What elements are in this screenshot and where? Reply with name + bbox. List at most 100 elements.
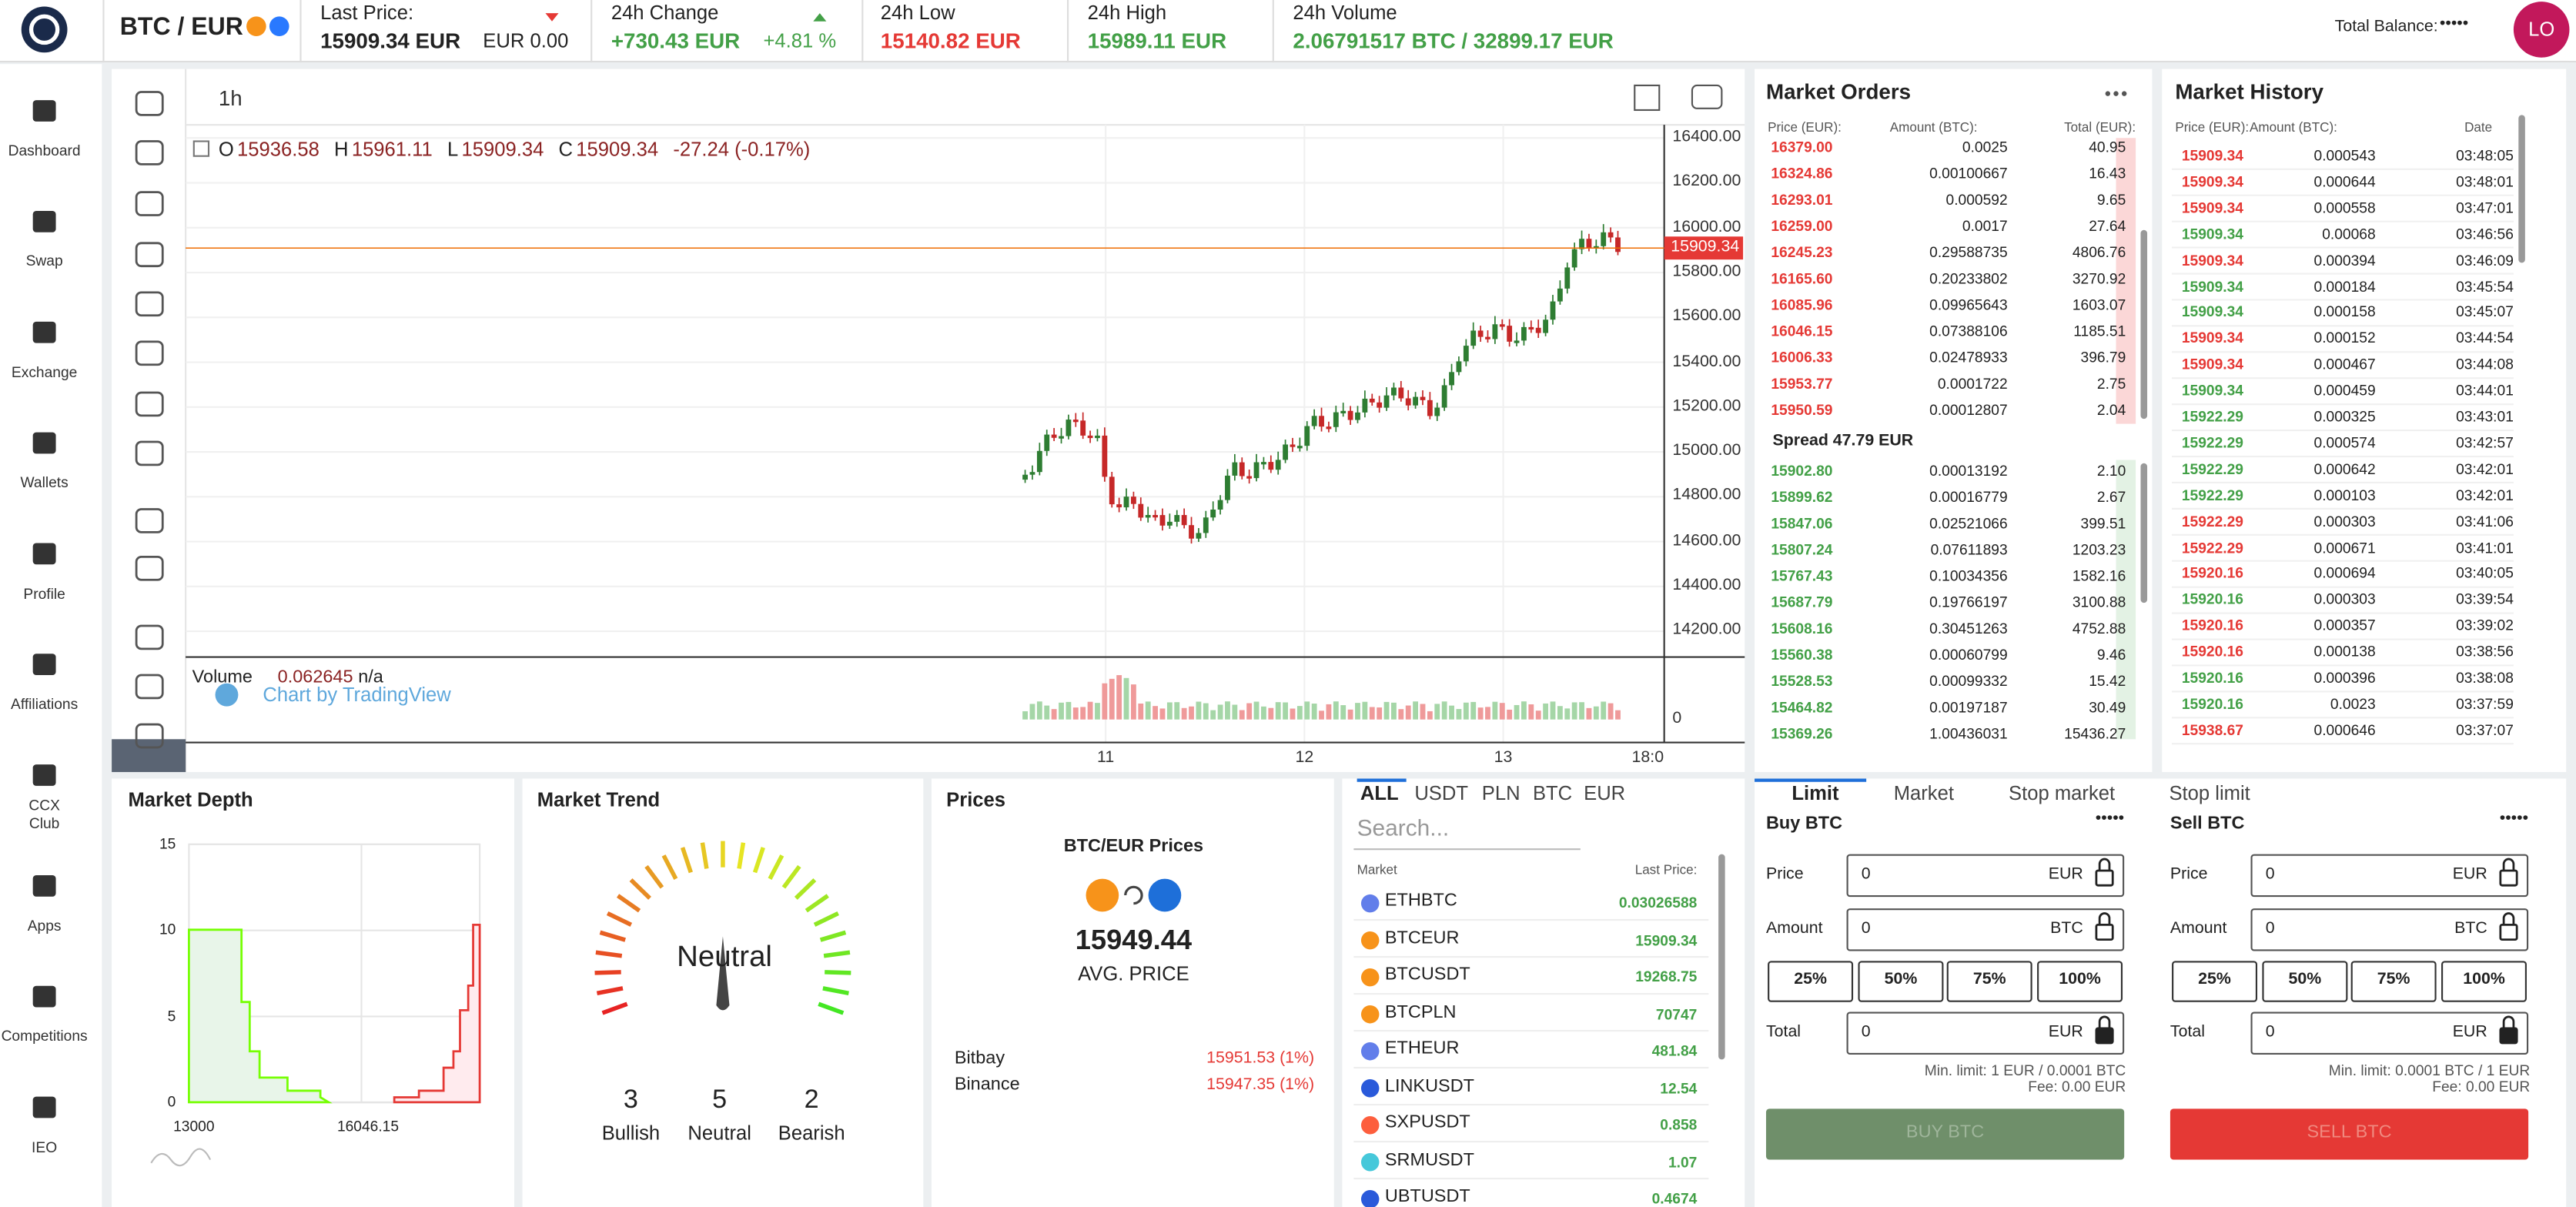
candle [1521,326,1527,341]
field-label: Amount [1765,920,1823,938]
market-tab[interactable]: EUR [1584,781,1626,805]
input-box[interactable] [2250,1011,2529,1055]
market-tab[interactable]: BTC [1532,781,1573,805]
candle [1420,396,1426,400]
label: Last Price: [320,1,414,25]
volume-bar [1268,707,1274,720]
sidebar-icon [32,432,56,454]
volume-bar [1145,701,1151,720]
order-total: 15436.27 [2064,725,2126,740]
sidebar-item[interactable]: Apps [27,917,62,934]
trade-price: 15909.34 [2181,225,2243,242]
candle [1239,462,1245,476]
order-amount: 0.30451263 [1929,620,2008,637]
percent-button[interactable] [1768,961,1854,1002]
interval[interactable]: 1h [218,85,243,111]
trade-time: 03:37:59 [2456,695,2514,713]
order-price: 16046.15 [1771,323,1833,339]
trade-price: 15920.16 [2181,643,2243,660]
percent-label: 100% [2463,971,2505,989]
market-name[interactable]: LINKUSDT [1384,1075,1475,1096]
trade-amount: 0.000694 [2313,565,2376,582]
candle [1066,420,1072,436]
order-total: 1582.16 [2072,567,2126,584]
tool-icon [135,508,164,533]
order-amount: 0.29588735 [1929,244,2008,261]
trade-time: 03:39:54 [2456,590,2514,608]
order-total: 1185.51 [2073,323,2126,339]
market-tab[interactable]: ALL [1360,781,1399,805]
search-input[interactable]: Search... [1357,814,1450,841]
tool-icon [135,723,164,749]
trade-time: 03:38:56 [2456,643,2514,660]
percent-button[interactable] [1858,961,1944,1002]
input-box[interactable] [1846,908,2125,951]
percent-button[interactable] [1946,961,2032,1002]
percent-button[interactable] [2037,961,2123,1002]
panel-title: Market Orders [1765,79,1912,104]
market-name[interactable]: BTCEUR [1384,928,1460,948]
input-box[interactable] [1846,1011,2125,1055]
order-tab[interactable]: Stop limit [2169,781,2250,805]
order-amount: 0.0001722 [1937,375,2008,393]
submit-button[interactable] [2170,1108,2529,1160]
volume-bar [1283,702,1289,720]
order-total: 4752.88 [2072,620,2126,637]
order-tab[interactable]: Stop market [2009,781,2116,805]
market-name[interactable]: SXPUSDT [1384,1112,1470,1133]
candle [1217,500,1223,510]
sidebar-item[interactable]: CCX Club [28,797,60,832]
sidebar-icon [32,654,56,676]
volume-bar [1499,703,1505,720]
candle [1246,476,1253,479]
sidebar-item[interactable]: Profile [23,585,65,602]
volume-bar [1261,706,1266,720]
trade-time: 03:48:05 [2456,147,2514,164]
market-tab[interactable]: PLN [1481,781,1521,805]
ask-depth-area [393,924,481,1104]
percent-button[interactable] [2172,961,2258,1002]
volume-bar [1477,707,1484,720]
tool-icon [135,624,164,650]
gauge-tick [601,1001,628,1015]
order-tab[interactable]: Market [1893,781,1954,805]
price-tick: 15400.00 [1672,352,1741,371]
volume-bar [1296,706,1303,720]
percent-button[interactable] [2262,961,2348,1002]
order-tab[interactable]: Limit [1791,781,1839,805]
sidebar-item[interactable]: Dashboard [8,142,81,159]
market-tab[interactable]: USDT [1414,781,1469,805]
submit-button[interactable] [1765,1108,2125,1160]
sidebar-item[interactable]: Affiliations [11,695,79,713]
candle [1159,515,1166,526]
volume-bar [1109,678,1115,720]
input-box[interactable] [2250,908,2529,951]
volume-bar [1246,703,1253,720]
sidebar-item[interactable]: Competitions [1,1028,88,1045]
input-unit: EUR [2452,1023,2487,1041]
sidebar-item[interactable]: Swap [25,252,63,269]
percent-button[interactable] [2350,961,2437,1002]
sidebar-item[interactable]: IEO [32,1138,58,1155]
input-value: 0 [1861,920,1871,938]
trade-time: 03:47:01 [2456,199,2514,216]
market-name[interactable]: ETHBTC [1384,891,1457,911]
market-name[interactable]: UBTUSDT [1384,1186,1470,1207]
input-box[interactable] [2250,854,2529,898]
market-name[interactable]: BTCPLN [1384,1001,1457,1022]
market-name[interactable]: SRMUSDT [1384,1149,1474,1170]
market-name[interactable]: ETHEUR [1384,1038,1460,1059]
gauge-tick [823,950,851,958]
candle [1072,420,1079,423]
trade-time: 03:46:56 [2456,225,2514,242]
sidebar-item[interactable]: Exchange [11,363,78,380]
sidebar-item[interactable]: Wallets [20,474,69,491]
volume-bar [1181,707,1187,720]
input-box[interactable] [1846,854,2125,898]
market-name[interactable]: BTCUSDT [1384,965,1470,985]
label: 24h High [1087,1,1167,25]
volume-bar [1051,709,1057,720]
volume-bar [1232,704,1238,720]
percent-button[interactable] [2441,961,2527,1002]
